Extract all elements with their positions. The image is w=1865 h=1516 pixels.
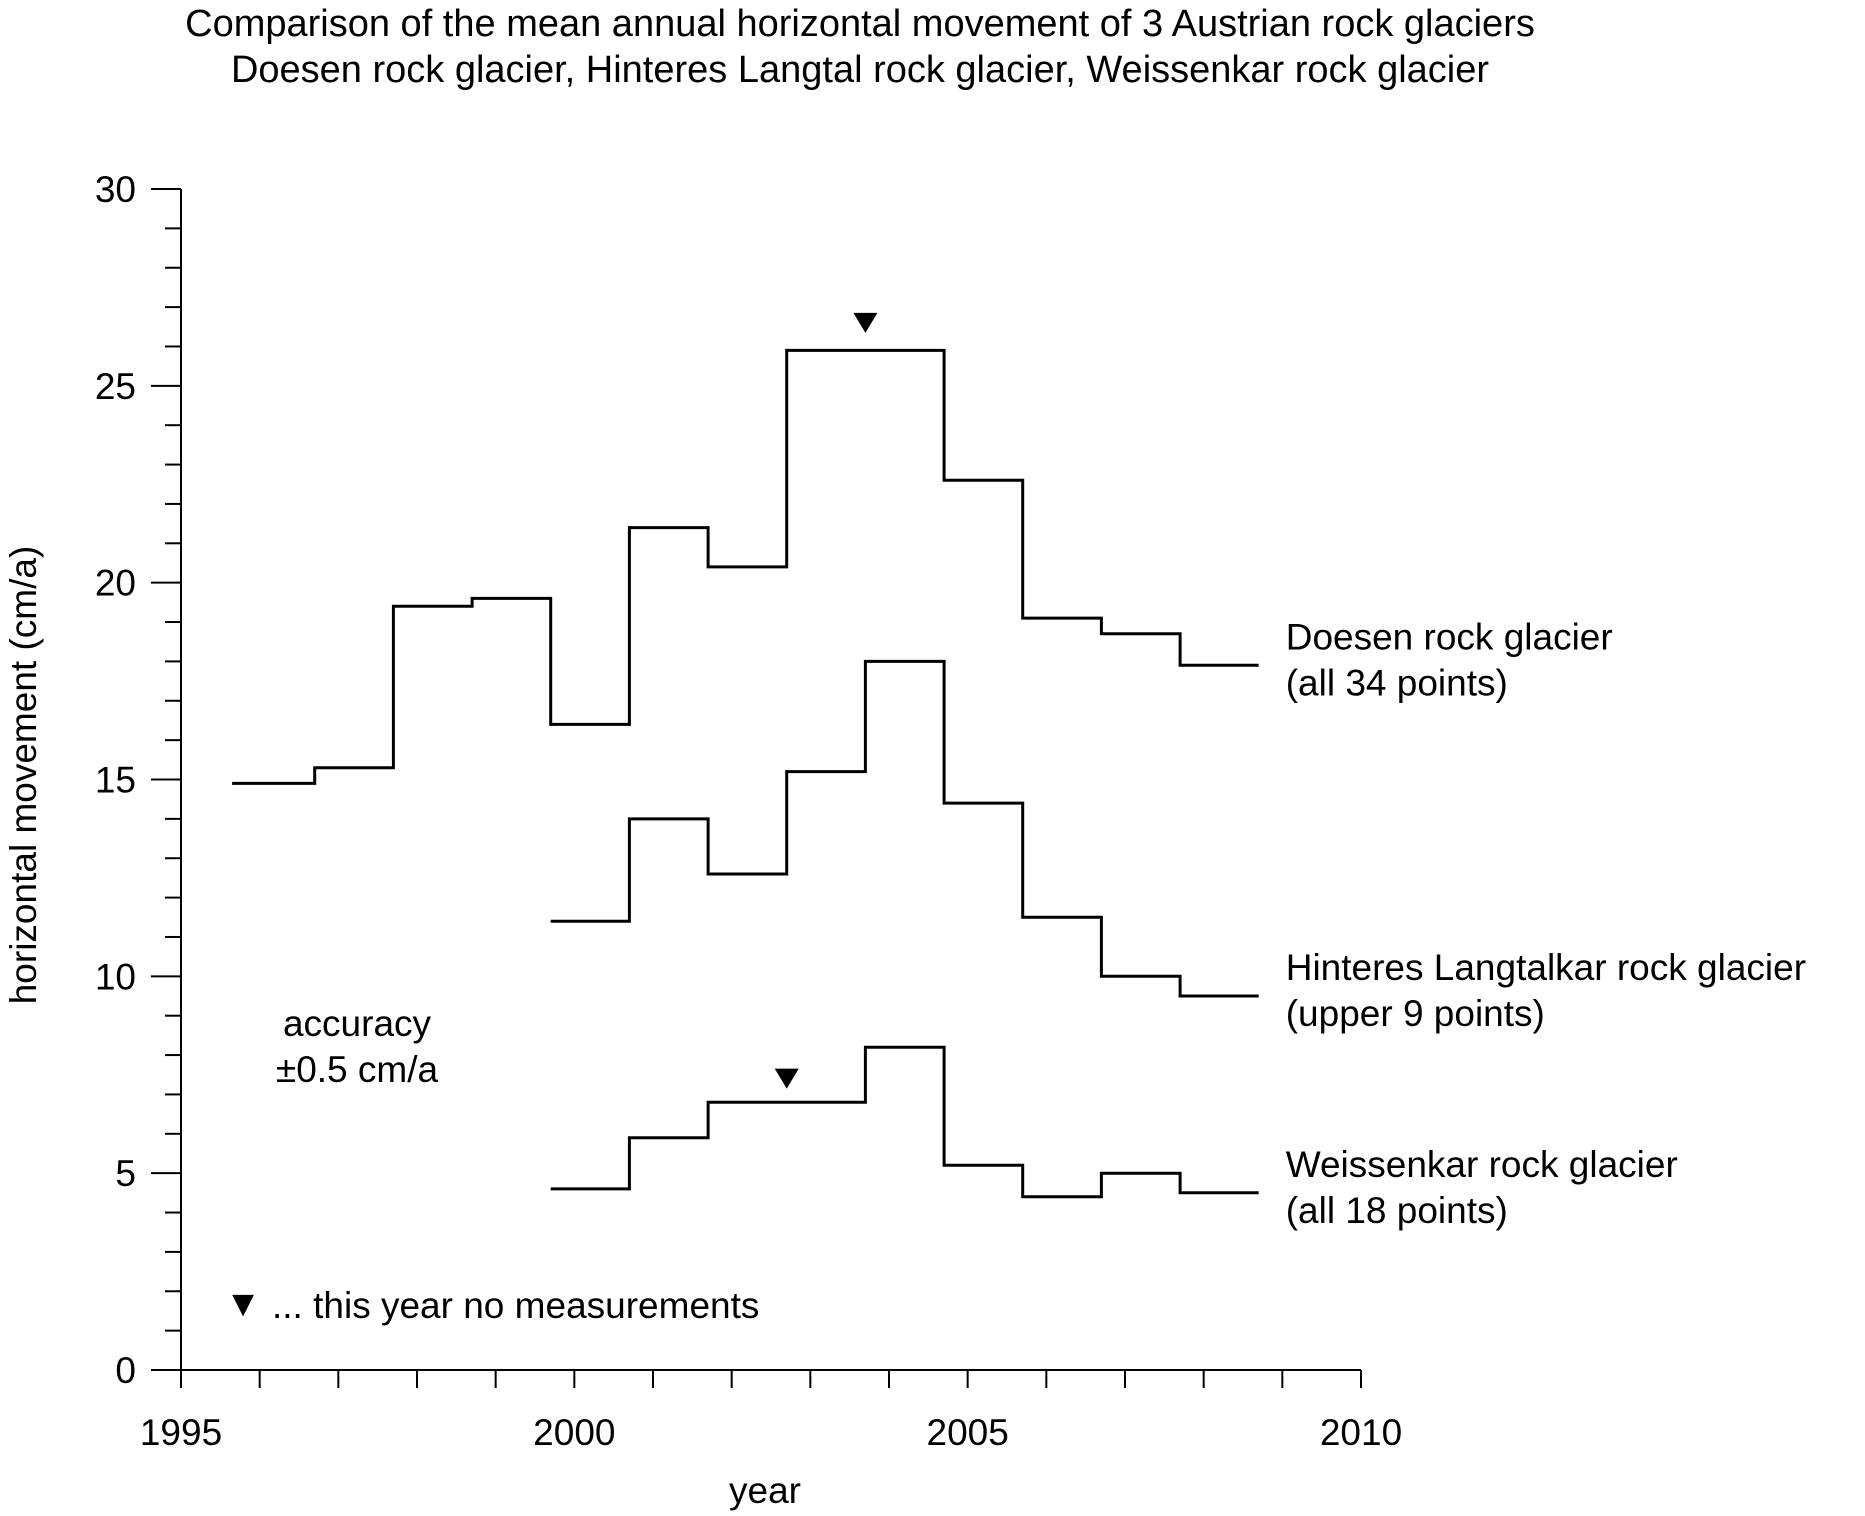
series-label-3: (all 18 points): [1286, 1190, 1508, 1231]
chart-subtitle: Doesen rock glacier, Hinteres Langtal ro…: [231, 49, 1489, 91]
accuracy-label-line-1: accuracy: [283, 1003, 432, 1044]
series-line-2: [550, 659, 1259, 998]
series-label-2: (upper 9 points): [1286, 993, 1545, 1034]
y-tick-label: 15: [95, 760, 136, 801]
y-tick-label: 0: [115, 1350, 136, 1391]
x-tick-label: 2010: [1320, 1412, 1402, 1453]
accuracy-label-line-2: ±0.5 cm/a: [276, 1049, 439, 1090]
y-tick-label: 5: [115, 1153, 136, 1194]
x-tick-label: 2005: [927, 1412, 1009, 1453]
series-label-3: Weissenkar rock glacier: [1286, 1144, 1678, 1185]
series-label-2: Hinteres Langtalkar rock glacier: [1286, 947, 1806, 988]
chart-title: Comparison of the mean annual horizontal…: [185, 3, 1535, 45]
y-tick-label: 20: [95, 563, 136, 604]
no-measurement-legend-text: ... this year no measurements: [272, 1285, 759, 1326]
no-measurement-marker: [774, 1068, 799, 1089]
series-line-1: [232, 348, 1259, 785]
series-label-1: (all 34 points): [1286, 662, 1508, 703]
y-tick-label: 10: [95, 956, 136, 997]
x-tick-label: 2000: [533, 1412, 615, 1453]
y-tick-label: 25: [95, 366, 136, 407]
no-measurement-marker: [853, 312, 878, 333]
x-tick-label: 1995: [140, 1412, 222, 1453]
series-label-1: Doesen rock glacier: [1286, 616, 1613, 657]
labels-layer: Doesen rock glacier (all 34 points) Hinter…: [1286, 616, 1806, 1231]
axes: 1995 2000 2005 2010 0 5 10 15 20 25 30: [95, 169, 1402, 1453]
y-tick-label: 30: [95, 169, 136, 210]
y-axis-label: horizontal movement (cm/a): [3, 546, 44, 1005]
series-line-3: [550, 1045, 1259, 1199]
x-axis-label: year: [729, 1470, 801, 1511]
no-measurement-legend-marker: ▼: [225, 1283, 262, 1324]
series-layer: [232, 312, 1259, 1199]
